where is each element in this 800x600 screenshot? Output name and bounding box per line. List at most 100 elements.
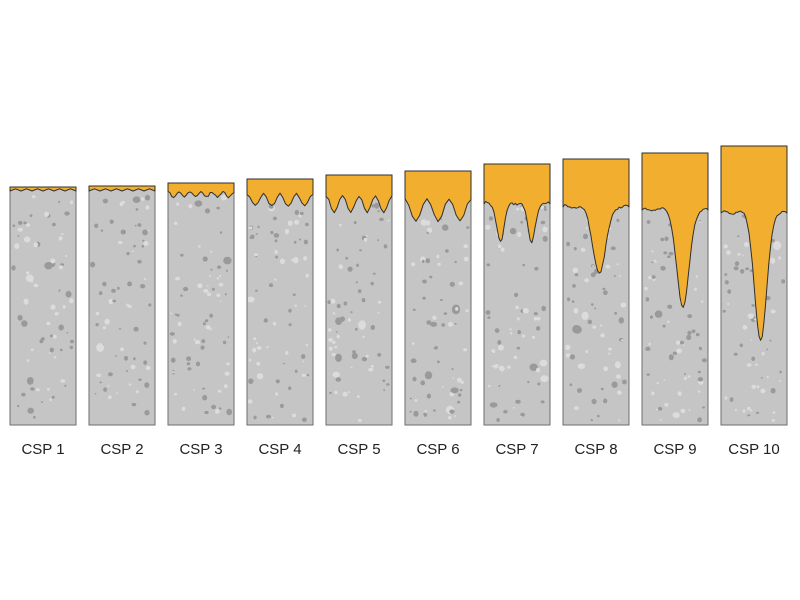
aggregate-particle xyxy=(54,312,59,316)
aggregate-particle xyxy=(104,318,110,325)
aggregate-particle xyxy=(33,283,39,288)
aggregate-particle xyxy=(536,367,540,373)
aggregate-particle xyxy=(654,310,663,318)
aggregate-particle xyxy=(274,250,278,254)
aggregate-particle xyxy=(17,404,20,408)
aggregate-particle xyxy=(744,241,749,248)
aggregate-particle xyxy=(542,235,548,242)
aggregate-particle xyxy=(302,360,305,363)
aggregate-particle xyxy=(722,309,726,313)
aggregate-particle xyxy=(216,293,221,297)
aggregate-particle xyxy=(226,408,233,416)
aggregate-particle xyxy=(192,389,195,391)
samples-group: CSP 1 CSP 2 CSP 3 CSP 4 CSP 5 CSP 6 CSP 7 CSP 8… xyxy=(9,145,788,458)
aggregate-particle xyxy=(424,409,428,413)
aggregate-particle xyxy=(60,263,64,266)
aggregate-particle xyxy=(421,259,425,263)
aggregate-particle xyxy=(96,343,105,352)
aggregate-particle xyxy=(330,298,336,304)
aggregate-particle xyxy=(668,354,674,361)
aggregate-particle xyxy=(697,390,701,393)
aggregate-particle xyxy=(17,235,20,237)
aggregate-particle xyxy=(383,389,386,392)
aggregate-particle xyxy=(58,324,64,331)
aggregate-particle xyxy=(491,365,494,368)
aggregate-particle xyxy=(53,356,57,359)
aggregate-particle xyxy=(724,396,728,400)
aggregate-particle xyxy=(26,377,34,385)
aggregate-particle xyxy=(667,304,673,309)
aggregate-particle xyxy=(648,342,651,346)
aggregate-particle xyxy=(144,409,150,416)
aggregate-particle xyxy=(426,227,433,233)
aggregate-particle xyxy=(69,200,74,205)
aggregate-particle xyxy=(697,370,701,374)
aggregate-particle xyxy=(362,335,365,339)
aggregate-texture xyxy=(565,208,627,422)
aggregate-particle xyxy=(347,318,351,322)
aggregate-particle xyxy=(23,221,27,225)
aggregate-particle xyxy=(565,353,571,358)
aggregate-particle xyxy=(371,204,375,208)
aggregate-particle xyxy=(592,265,594,267)
aggregate-particle xyxy=(487,316,491,319)
aggregate-particle xyxy=(329,391,332,394)
csp-label: CSP 10 xyxy=(728,441,779,458)
aggregate-particle xyxy=(751,356,756,361)
aggregate-particle xyxy=(268,283,274,288)
aggregate-particle xyxy=(359,323,362,326)
aggregate-particle xyxy=(200,345,205,350)
csp-label: CSP 7 xyxy=(495,441,538,458)
aggregate-particle xyxy=(94,393,97,395)
aggregate-particle xyxy=(654,261,658,263)
aggregate-particle xyxy=(503,410,508,414)
concrete-block xyxy=(88,185,156,426)
aggregate-particle xyxy=(603,366,608,372)
aggregate-particle xyxy=(305,273,309,278)
csp-label: CSP 3 xyxy=(179,441,222,458)
aggregate-particle xyxy=(127,281,132,287)
aggregate-particle xyxy=(585,227,588,230)
aggregate-particle xyxy=(580,247,586,252)
aggregate-particle xyxy=(536,317,541,321)
aggregate-particle xyxy=(257,225,260,229)
aggregate-particle xyxy=(211,287,215,291)
aggregate-particle xyxy=(143,241,149,246)
aggregate-particle xyxy=(698,346,703,351)
csp-sample: CSP 6 xyxy=(404,170,472,458)
aggregate-particle xyxy=(622,379,627,385)
aggregate-particle xyxy=(454,260,457,264)
aggregate-particle xyxy=(583,233,588,240)
aggregate-particle xyxy=(96,373,102,378)
aggregate-particle xyxy=(288,386,292,391)
csp-sample: CSP 7 xyxy=(483,163,551,458)
aggregate-particle xyxy=(516,317,520,321)
coating-layer xyxy=(88,185,156,192)
aggregate-particle xyxy=(422,296,426,300)
aggregate-particle xyxy=(197,283,203,289)
aggregate-particle xyxy=(646,220,651,224)
aggregate-particle xyxy=(734,261,740,266)
aggregate-particle xyxy=(21,392,26,397)
aggregate-particle xyxy=(683,376,688,380)
aggregate-particle xyxy=(306,374,310,377)
aggregate-particle xyxy=(751,304,755,307)
aggregate-particle xyxy=(509,227,517,235)
coating-layer xyxy=(562,158,630,274)
aggregate-particle xyxy=(336,303,341,309)
aggregate-particle xyxy=(766,348,769,351)
aggregate-particle xyxy=(131,250,134,253)
aggregate-particle xyxy=(255,289,258,292)
aggregate-particle xyxy=(618,317,624,324)
aggregate-particle xyxy=(17,314,23,321)
aggregate-particle xyxy=(24,302,28,305)
aggregate-particle xyxy=(280,403,284,409)
aggregate-particle xyxy=(386,383,390,386)
aggregate-particle xyxy=(201,339,206,344)
aggregate-particle xyxy=(370,281,374,286)
aggregate-particle xyxy=(345,256,348,260)
aggregate-particle xyxy=(534,266,539,271)
aggregate-particle xyxy=(112,299,117,303)
aggregate-particle xyxy=(141,244,144,248)
aggregate-particle xyxy=(30,348,34,352)
